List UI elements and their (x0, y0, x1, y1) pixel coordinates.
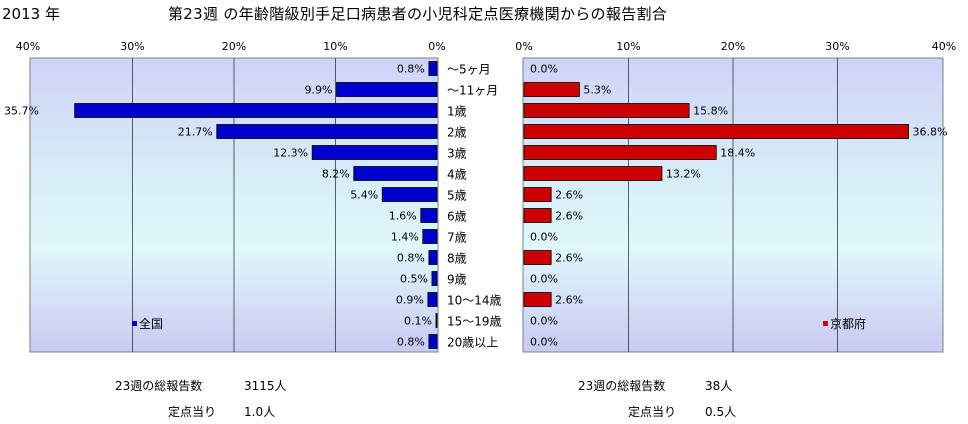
left-data-label: 5.4% (350, 189, 378, 202)
right-data-label: 2.6% (555, 189, 583, 202)
legend-label-kyoto: 京都府 (830, 316, 866, 331)
right-data-label: 2.6% (555, 294, 583, 307)
legend-label-national: 全国 (139, 316, 163, 331)
right-tick-label: 40% (932, 40, 956, 53)
category-label: 4歳 (447, 168, 467, 182)
right-per-point-value: 0.5人 (705, 405, 737, 419)
year-label: 2013 年 (2, 5, 60, 23)
category-label: 1歳 (447, 105, 467, 119)
right-data-label: 0.0% (530, 231, 558, 244)
right-data-label: 18.4% (720, 147, 755, 160)
left-data-label: 0.9% (396, 294, 424, 307)
category-label: 6歳 (447, 210, 467, 224)
category-label: 8歳 (447, 252, 467, 266)
category-label: 7歳 (447, 231, 467, 245)
left-data-label: 35.7% (4, 105, 39, 118)
left-bar (428, 250, 438, 265)
left-bar (336, 82, 438, 97)
left-data-label: 0.5% (400, 273, 428, 286)
left-bar (435, 313, 438, 328)
left-bar (428, 334, 438, 349)
category-label: ～5ヶ月 (447, 63, 491, 77)
left-per-point-label: 定点当り (168, 405, 217, 419)
right-total-reports-value: 38人 (705, 379, 733, 393)
right-data-label: 0.0% (530, 63, 558, 76)
chart-canvas: 0.8% 9.9% 35.7% 21.7% 12.3% 8.2%5.4% 1.6% 1.4% 0… (4, 40, 956, 353)
left-bar (353, 166, 438, 181)
right-data-label: 2.6% (555, 252, 583, 265)
legend-swatch-kyoto (823, 321, 828, 326)
left-total-reports-value: 3115人 (244, 379, 287, 393)
left-bar (420, 208, 438, 223)
right-data-label: 15.8% (693, 105, 728, 118)
right-bar (523, 124, 909, 139)
right-data-label: 2.6% (555, 210, 583, 223)
right-bar (523, 145, 717, 160)
category-label: 10～14歳 (447, 294, 502, 308)
right-bar (523, 292, 552, 307)
left-data-label: 9.9% (305, 84, 333, 97)
left-tick-label: 40% (16, 40, 40, 53)
right-tick-label: 0% (515, 40, 532, 53)
right-bar (523, 187, 552, 202)
left-bar (311, 145, 438, 160)
category-label: 20歳以上 (447, 336, 498, 350)
left-tick-label: 20% (222, 40, 246, 53)
left-bar (216, 124, 438, 139)
right-tick-label: 20% (721, 40, 745, 53)
right-data-label: 5.3% (583, 84, 611, 97)
left-data-label: 0.8% (397, 63, 425, 76)
category-label: 9歳 (447, 273, 467, 287)
category-label: 5歳 (447, 189, 467, 203)
right-bar (523, 250, 552, 265)
left-total-reports-label: 23週の総報告数 (115, 379, 203, 393)
left-data-label: 12.3% (273, 147, 308, 160)
left-tick-label: 30% (120, 40, 144, 53)
right-data-label: 0.0% (530, 273, 558, 286)
left-bar (381, 187, 438, 202)
right-tick-label: 10% (616, 40, 640, 53)
left-tick-label: 10% (323, 40, 347, 53)
chart-title: 第23週 の年齢階級別手足口病患者の小児科定点医療機関からの報告割合 (168, 5, 668, 23)
legend-swatch-national (132, 321, 137, 326)
left-bar (427, 292, 438, 307)
left-tick-label: 0% (428, 40, 445, 53)
right-tick-label: 30% (825, 40, 849, 53)
left-bar (74, 103, 438, 118)
right-data-label: 0.0% (530, 315, 558, 328)
left-data-label: 0.1% (404, 315, 432, 328)
right-data-label: 36.8% (913, 126, 948, 139)
right-bar (523, 208, 552, 223)
left-data-label: 0.8% (397, 336, 425, 349)
left-bar (431, 271, 438, 286)
right-bar (523, 103, 690, 118)
left-data-label: 1.6% (389, 210, 417, 223)
right-per-point-label: 定点当り (628, 405, 677, 419)
left-bar (422, 229, 438, 244)
left-data-label: 1.4% (391, 231, 419, 244)
category-label: 15～19歳 (447, 315, 502, 329)
right-data-label: 0.0% (530, 336, 558, 349)
category-label: ～11ヶ月 (447, 84, 498, 98)
category-label: 2歳 (447, 126, 467, 140)
left-data-label: 21.7% (178, 126, 213, 139)
right-bar (523, 166, 663, 181)
left-per-point-value: 1.0人 (244, 405, 276, 419)
left-data-label: 0.8% (397, 252, 425, 265)
right-total-reports-label: 23週の総報告数 (578, 379, 666, 393)
category-label: 3歳 (447, 147, 467, 161)
right-bar (523, 82, 580, 97)
left-data-label: 8.2% (322, 168, 350, 181)
left-bar (428, 61, 438, 76)
right-data-label: 13.2% (666, 168, 701, 181)
